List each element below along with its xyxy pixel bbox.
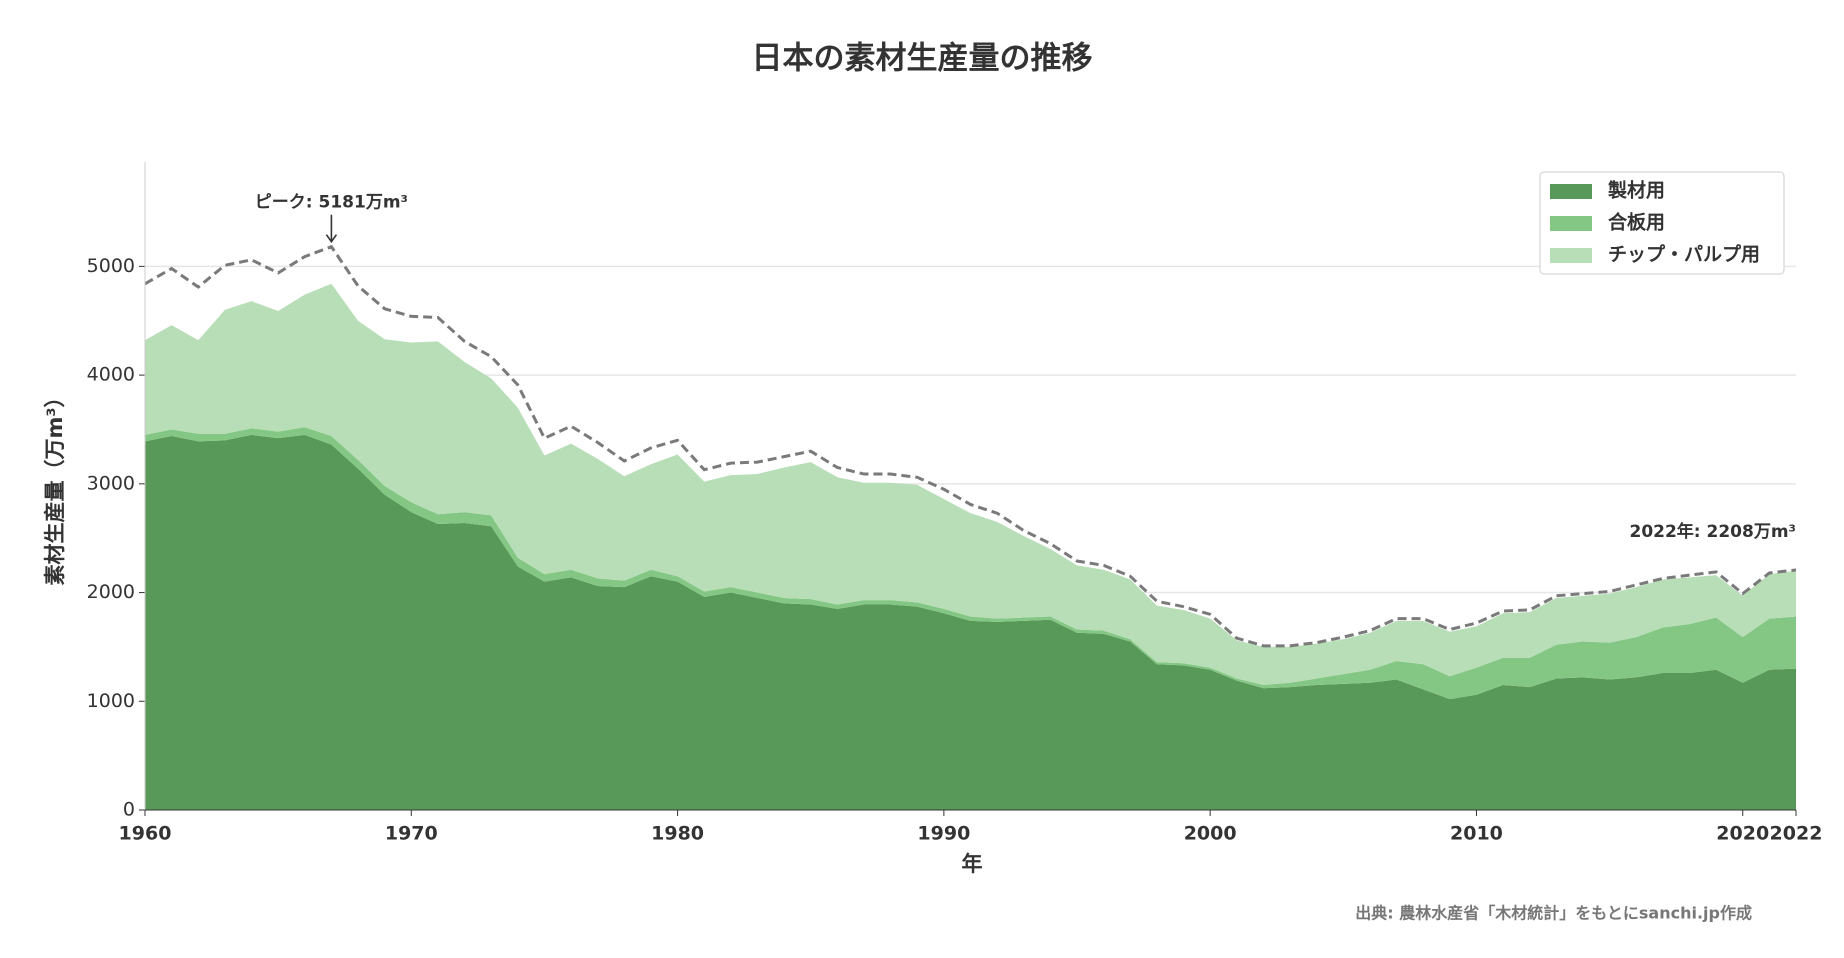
area — [145, 427, 1796, 700]
y-tick-label: 3000 — [87, 472, 135, 494]
legend-swatch — [1550, 216, 1592, 231]
y-tick-label: 5000 — [87, 255, 135, 277]
area — [145, 283, 1796, 685]
y-tick-label: 2000 — [87, 581, 135, 603]
x-tick-label: 1990 — [917, 823, 970, 845]
legend-swatch — [1550, 184, 1592, 199]
x-axis-label: 年 — [962, 852, 983, 876]
x-tick-label: 2020 — [1716, 823, 1769, 845]
annotation-arrow — [325, 214, 338, 244]
x-tick-label: 1980 — [651, 823, 704, 845]
total-line — [144, 244, 1797, 648]
x-tick-label: 2010 — [1450, 823, 1503, 845]
areas — [145, 283, 1796, 810]
x-tick-label: 1970 — [385, 823, 438, 845]
legend-swatch — [1550, 248, 1592, 263]
y-tick-label: 1000 — [87, 690, 135, 712]
annotation: 2022年: 2208万m³ — [1629, 521, 1796, 542]
legend-box — [1539, 171, 1785, 275]
legend-label: 合板用 — [1608, 211, 1665, 234]
source-note: 出典: 農林水産省「木材統計」をもとにsanchi.jp作成 — [1355, 904, 1752, 923]
y-tick-label: 0 — [123, 799, 135, 821]
annotation: ピーク: 5181万m³ — [255, 193, 408, 213]
x-tick-label: 1960 — [119, 823, 172, 845]
y-axis-label: 素材生産量（万m³） — [43, 386, 67, 585]
legend-label: 製材用 — [1607, 179, 1665, 202]
area — [145, 434, 1796, 810]
y-tick-label: 4000 — [87, 364, 135, 386]
x-tick-label: 2000 — [1184, 823, 1237, 845]
legend-label: チップ・パルプ用 — [1608, 243, 1760, 266]
x-tick-label: 2022 — [1770, 823, 1823, 845]
chart-title: 日本の素材生産量の推移 — [752, 41, 1093, 77]
